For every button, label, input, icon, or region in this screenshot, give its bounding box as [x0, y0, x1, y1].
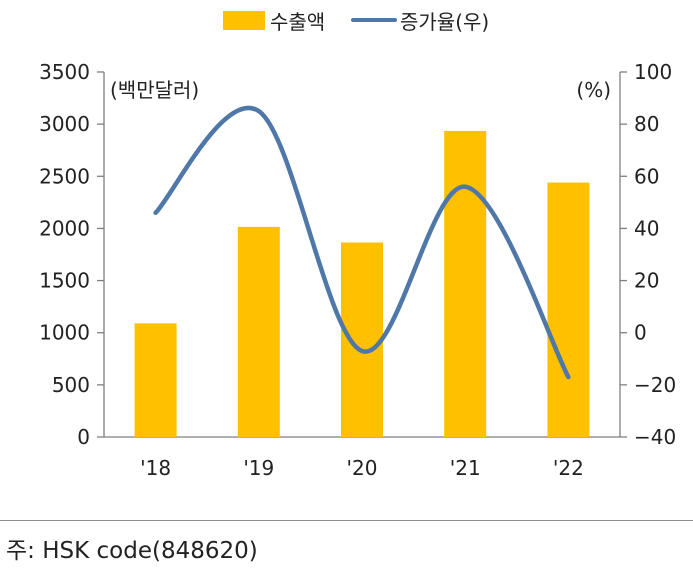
chart: 수출액 증가율(우) (백만달러) (%) 0500100015002000250… [39, 10, 676, 480]
bar-exports [341, 242, 383, 437]
right-axis-tick-label: −40 [634, 425, 676, 449]
legend-swatch-exports [223, 11, 265, 30]
right-axis-tick-label: 80 [634, 112, 659, 136]
x-axis-ticks: '18 '19 '20 '21 '22 [140, 456, 584, 480]
axes: 0 500 1000 1500 2000 2500 3000 3500 −40 −20 0 20 40 6… [39, 60, 676, 449]
left-axis-tick-label: 500 [52, 373, 90, 397]
bar-exports [134, 323, 177, 437]
x-axis-tick-label: '19 [243, 456, 274, 480]
left-axis-tick-label: 3500 [39, 60, 90, 84]
right-axis-tick-label: 40 [634, 216, 659, 240]
legend-label-exports: 수출액 [270, 10, 325, 34]
left-axis-tick-label: 1000 [39, 321, 90, 345]
note-divider [0, 520, 693, 521]
legend-label-growth: 증가율(우) [400, 10, 489, 34]
right-axis-tick-label: 60 [634, 164, 659, 188]
bar-exports [237, 226, 280, 437]
bar-exports [444, 130, 487, 437]
left-axis-tick-label: 0 [77, 425, 90, 449]
right-axis-tick-label: 20 [634, 269, 659, 293]
growth-line [153, 105, 571, 380]
x-axis-tick-label: '18 [140, 456, 171, 480]
bar-exports [547, 182, 590, 437]
left-axis-tick-label: 3000 [39, 112, 90, 136]
x-axis-tick-label: '21 [450, 456, 481, 480]
left-axis-tick-label: 2500 [39, 164, 90, 188]
left-axis-unit-label: (백만달러) [110, 78, 199, 102]
right-axis-unit-label: (%) [576, 78, 611, 102]
x-axis-tick-label: '22 [553, 456, 584, 480]
bars [134, 130, 590, 437]
line-growth-rate [153, 105, 571, 380]
x-axis-tick-label: '20 [347, 456, 378, 480]
left-axis-tick-label: 2000 [39, 216, 90, 240]
right-axis-tick-label: −20 [634, 373, 676, 397]
legend: 수출액 증가율(우) [223, 10, 489, 34]
left-axis-tick-label: 1500 [39, 269, 90, 293]
footnote: 주: HSK code(848620) [6, 538, 258, 564]
right-axis-tick-label: 0 [634, 321, 647, 345]
right-axis-tick-label: 100 [634, 60, 672, 84]
